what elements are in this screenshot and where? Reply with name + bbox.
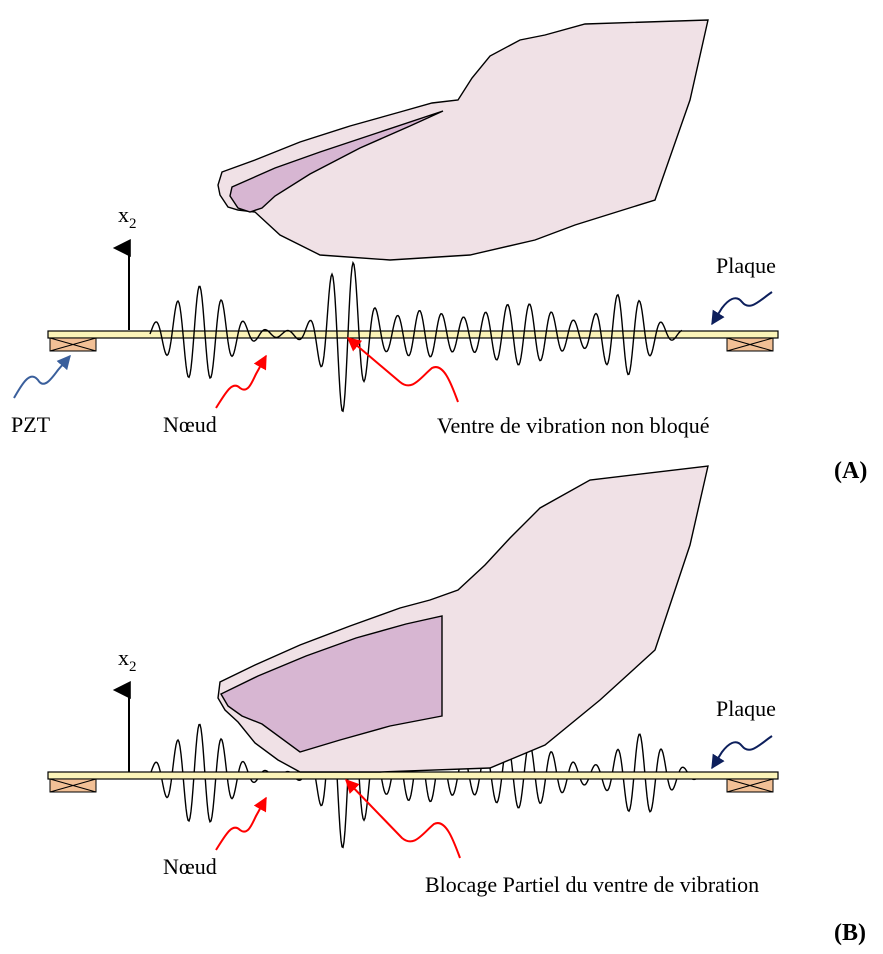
plate-label-a: Plaque — [716, 253, 776, 278]
plate-arrow-a — [711, 291, 773, 326]
vibration-wave-a — [149, 260, 683, 413]
antinode-arrow-a — [346, 337, 459, 403]
plate-arrow-b — [711, 735, 773, 770]
pzt-left-b — [49, 778, 97, 793]
plate-b — [47, 771, 779, 780]
node-arrow-a — [215, 354, 267, 409]
pzt-right-b — [726, 778, 774, 793]
node-label-b: Nœud — [163, 854, 217, 879]
finger-b — [217, 465, 709, 773]
antinode-arrow-b — [345, 778, 461, 859]
antinode-label-a: Ventre de vibration non bloqué — [437, 413, 710, 438]
panel-b: x2 Plaque Nœud Blocage Partiel du ventre… — [47, 465, 866, 946]
pzt-arrow-a — [13, 354, 71, 399]
axis-label-a: x2 — [118, 202, 137, 232]
panel-a: x2 Plaque PZT Nœud Ventre de vibration n… — [11, 19, 867, 484]
node-arrow-b — [215, 796, 267, 851]
pzt-right-a — [726, 337, 774, 352]
axis-label-b: x2 — [118, 645, 137, 675]
panel-tag-a: (A) — [834, 458, 867, 484]
pzt-label-a: PZT — [11, 412, 51, 437]
panel-tag-b: (B) — [834, 920, 866, 946]
pzt-left-a — [49, 337, 97, 352]
finger-a — [217, 19, 709, 261]
node-label-a: Nœud — [163, 412, 217, 437]
antinode-label-b: Blocage Partiel du ventre de vibration — [425, 872, 759, 897]
plate-label-b: Plaque — [716, 696, 776, 721]
